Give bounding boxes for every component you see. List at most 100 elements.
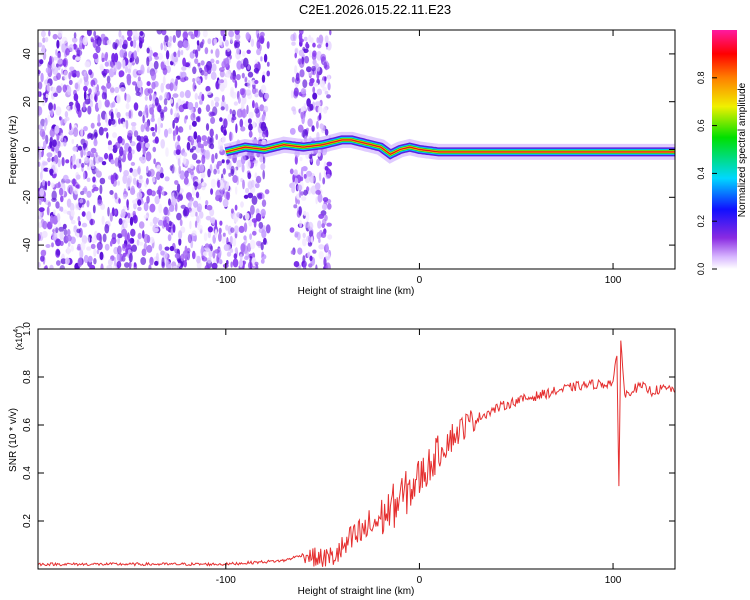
noise-speckle [44, 122, 47, 131]
noise-speckle [183, 177, 189, 185]
noise-speckle [193, 200, 199, 208]
noise-speckle [83, 149, 86, 156]
noise-speckle [138, 40, 143, 49]
noise-speckle [120, 87, 126, 92]
noise-speckle [50, 214, 54, 225]
noise-speckle [73, 32, 77, 39]
noise-speckle [235, 186, 238, 195]
noise-speckle [187, 31, 194, 36]
noise-speckle [145, 107, 149, 115]
noise-speckle [149, 221, 154, 227]
noise-speckle [59, 240, 64, 246]
noise-speckle [142, 114, 145, 124]
noise-speckle [42, 161, 48, 166]
noise-speckle [323, 61, 328, 69]
noise-speckle [38, 81, 43, 90]
noise-speckle [217, 180, 221, 188]
noise-speckle [220, 106, 225, 111]
noise-speckle [79, 249, 84, 259]
noise-speckle [228, 172, 232, 177]
noise-speckle [210, 49, 213, 54]
noise-speckle [117, 236, 120, 245]
noise-speckle [182, 157, 187, 165]
noise-speckle [56, 58, 63, 65]
noise-speckle [160, 123, 164, 128]
noise-speckle [168, 127, 172, 134]
noise-speckle [126, 180, 131, 190]
noise-speckle [194, 220, 198, 228]
noise-speckle [77, 257, 83, 268]
noise-speckle [83, 79, 89, 87]
noise-speckle [212, 250, 216, 259]
noise-speckle [49, 109, 54, 116]
noise-speckle [87, 105, 92, 115]
noise-speckle [215, 133, 218, 140]
noise-speckle [316, 88, 323, 96]
noise-speckle [94, 95, 97, 101]
noise-speckle [207, 226, 213, 233]
noise-speckle [241, 163, 245, 173]
noise-speckle [240, 126, 246, 132]
noise-speckle [172, 35, 176, 43]
snr-xlabel: Height of straight line (km) [298, 586, 415, 597]
noise-speckle [139, 136, 145, 143]
noise-speckle [188, 124, 192, 131]
noise-speckle [82, 36, 88, 46]
noise-speckle [232, 258, 239, 268]
noise-speckle [75, 56, 81, 61]
noise-speckle [210, 71, 217, 81]
noise-speckle [146, 195, 150, 204]
noise-speckle [178, 230, 183, 240]
noise-speckle [96, 249, 100, 255]
noise-speckle [118, 118, 121, 125]
noise-speckle [80, 127, 84, 138]
noise-speckle [294, 231, 299, 236]
noise-speckle [106, 81, 112, 89]
noise-speckle [118, 70, 125, 77]
noise-speckle [256, 48, 261, 56]
noise-speckle [137, 206, 142, 211]
noise-speckle [259, 104, 265, 112]
noise-speckle [206, 90, 212, 95]
noise-speckle [249, 239, 256, 250]
noise-speckle [289, 227, 295, 233]
noise-speckle [169, 98, 174, 104]
snr-multiplier: (x104) [13, 326, 24, 350]
noise-speckle [263, 237, 267, 245]
noise-speckle [325, 173, 331, 180]
noise-speckle [264, 189, 270, 195]
noise-speckle [137, 199, 142, 206]
noise-speckle [192, 250, 196, 260]
noise-speckle [90, 243, 96, 250]
noise-speckle [294, 77, 301, 84]
noise-speckle [290, 89, 294, 99]
noise-speckle [60, 206, 64, 212]
noise-speckle [263, 105, 269, 113]
noise-speckle [296, 184, 303, 192]
noise-speckle [102, 233, 107, 243]
noise-speckle [247, 181, 253, 190]
noise-speckle [203, 232, 208, 242]
noise-speckle [155, 252, 159, 261]
noise-speckle [151, 176, 156, 183]
noise-speckle [164, 92, 170, 101]
noise-speckle [176, 183, 181, 193]
noise-speckle [40, 30, 46, 38]
noise-speckle [195, 116, 200, 122]
noise-speckle [142, 146, 146, 156]
noise-speckle [324, 128, 329, 136]
noise-speckle [93, 138, 98, 147]
noise-speckle [143, 135, 148, 141]
noise-speckle [300, 166, 304, 177]
noise-speckle [56, 85, 62, 94]
noise-speckle [66, 85, 72, 96]
noise-speckle [324, 165, 329, 171]
noise-speckle [136, 79, 143, 89]
noise-speckle [61, 43, 66, 53]
noise-speckle [168, 220, 172, 227]
noise-speckle [86, 211, 92, 221]
noise-speckle [131, 125, 136, 132]
noise-speckle [254, 182, 260, 189]
noise-speckle [38, 42, 43, 48]
noise-speckle [169, 245, 175, 252]
